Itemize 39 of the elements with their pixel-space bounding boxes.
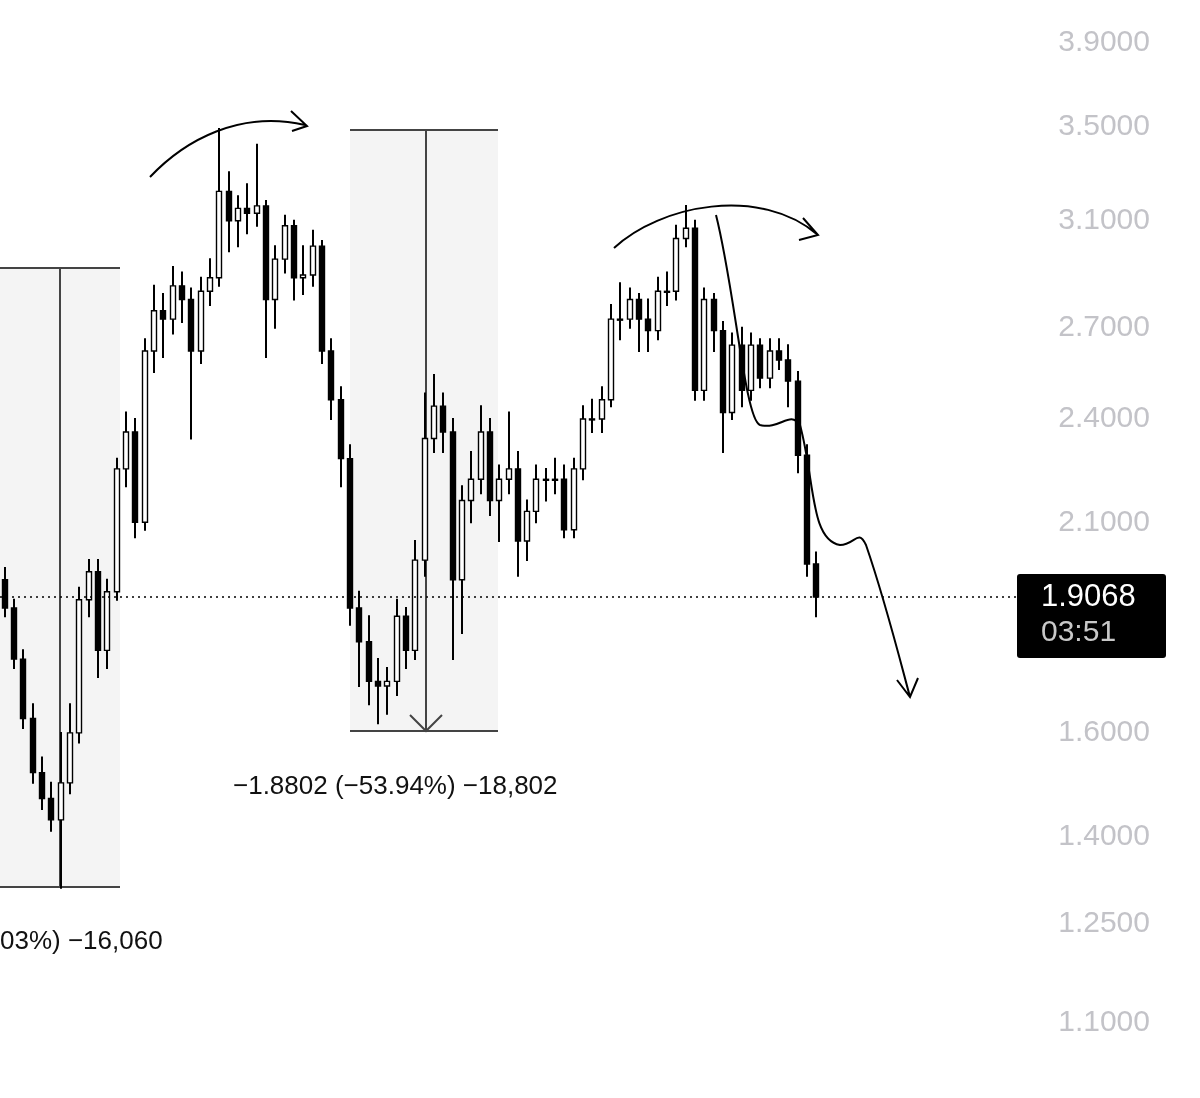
- candlestick: [253, 143, 261, 227]
- y-tick-label: 1.6000: [1058, 714, 1150, 748]
- annotation: 03%) −16,060: [0, 925, 163, 956]
- candlestick: [635, 293, 643, 353]
- y-tick-label: 2.4000: [1058, 400, 1150, 434]
- candlestick: [784, 344, 792, 408]
- candlestick: [616, 282, 624, 341]
- candlestick: [383, 666, 391, 715]
- candlestick: [495, 464, 503, 542]
- ref-line-label: 1.9068: [1041, 578, 1137, 615]
- candlestick: [775, 338, 783, 370]
- y-tick-label: 3.1000: [1058, 202, 1150, 236]
- candlestick: [47, 781, 55, 832]
- candlestick: [374, 658, 382, 725]
- candlestick: [243, 183, 251, 235]
- candlestick: [588, 398, 596, 433]
- annotation: −1.8802 (−53.94%) −18,802: [233, 770, 558, 801]
- candlestick: [299, 245, 307, 296]
- candlestick: [663, 271, 671, 307]
- candlestick: [505, 411, 513, 495]
- candlestick: [178, 271, 186, 324]
- candlestick: [467, 450, 475, 524]
- candlestick: [626, 287, 634, 329]
- y-tick-label: 2.7000: [1058, 308, 1150, 342]
- candlestick: [542, 467, 550, 502]
- y-tick-label: 3.5000: [1058, 108, 1150, 142]
- candlestick: [682, 204, 690, 248]
- y-tick-label: 3.9000: [1058, 24, 1150, 58]
- candlestick: [159, 293, 167, 358]
- y-tick-label: 2.1000: [1058, 503, 1150, 537]
- candlestick: [551, 457, 559, 495]
- y-tick-label: 1.4000: [1058, 817, 1150, 851]
- y-tick-label: 1.1000: [1058, 1004, 1150, 1038]
- text: 03:51: [1041, 614, 1118, 649]
- y-tick-label: 1.2500: [1058, 905, 1150, 939]
- candlestick: [598, 386, 606, 433]
- candlestick: [234, 195, 242, 248]
- candlestick: [206, 258, 214, 307]
- candlestick: [644, 298, 652, 353]
